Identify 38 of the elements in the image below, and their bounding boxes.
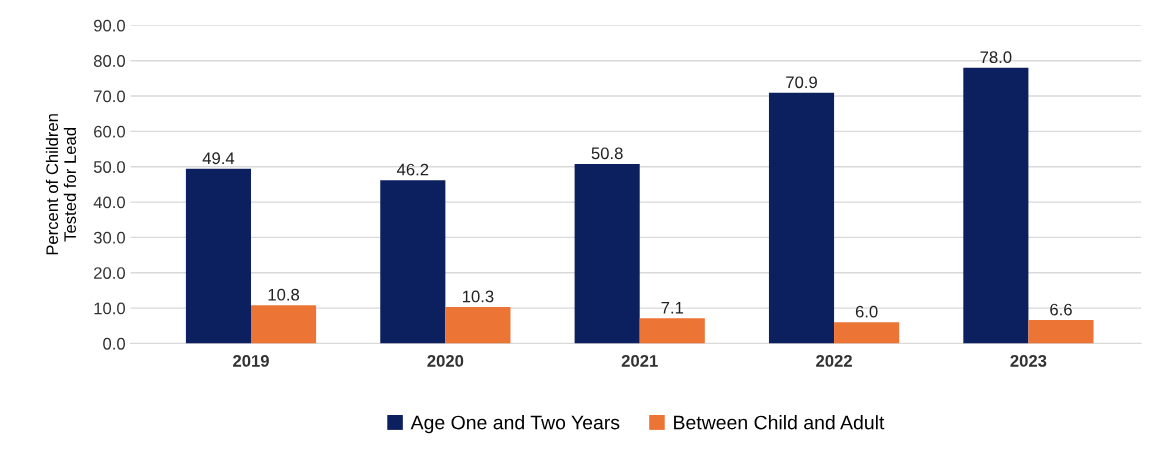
y-tick-label: 80.0 xyxy=(93,55,126,67)
y-tick-label: 90.0 xyxy=(94,19,126,32)
x-tick-label: 2022 xyxy=(816,355,852,367)
data-label: 46.2 xyxy=(396,163,429,176)
y-tick-label: 70.0 xyxy=(94,90,126,103)
y-tick-label: 30.0 xyxy=(93,231,126,244)
data-label: 6.0 xyxy=(855,305,878,318)
legend-label: Between Child and Adult xyxy=(674,415,885,430)
bar xyxy=(251,305,317,344)
x-tick-label: 2020 xyxy=(427,355,464,367)
data-label: 6.6 xyxy=(1050,303,1072,316)
y-tick-label: 0.0 xyxy=(103,337,125,350)
data-label: 10.3 xyxy=(462,290,494,303)
data-label: 10.8 xyxy=(268,288,300,301)
data-label: 70.9 xyxy=(786,76,817,89)
y-tick-label: 60.0 xyxy=(94,125,126,138)
x-tick-label: 2023 xyxy=(1010,355,1047,367)
bar xyxy=(768,92,835,344)
x-tick-label: 2021 xyxy=(621,355,658,367)
y-tick-label: 50.0 xyxy=(93,161,126,173)
y-tick-label: 10.0 xyxy=(94,302,126,315)
bar xyxy=(445,307,511,344)
bar xyxy=(834,322,900,344)
y-tick-label: 20.0 xyxy=(94,267,126,279)
legend-label: Age One and Two Years xyxy=(410,415,620,434)
bar xyxy=(380,180,446,344)
bar xyxy=(639,318,705,344)
y-tick-label: 40.0 xyxy=(93,196,126,209)
bar xyxy=(574,163,640,344)
data-label: 78.0 xyxy=(980,51,1012,64)
x-tick-label: 2019 xyxy=(233,355,269,367)
bar xyxy=(963,67,1029,344)
bar xyxy=(1028,320,1094,344)
data-label: 49.4 xyxy=(202,152,235,165)
data-label: 50.8 xyxy=(591,147,623,160)
bar xyxy=(185,168,252,344)
data-label: 7.1 xyxy=(661,302,684,314)
y-axis-title: Percent of Children Tested for Lead xyxy=(45,114,77,255)
